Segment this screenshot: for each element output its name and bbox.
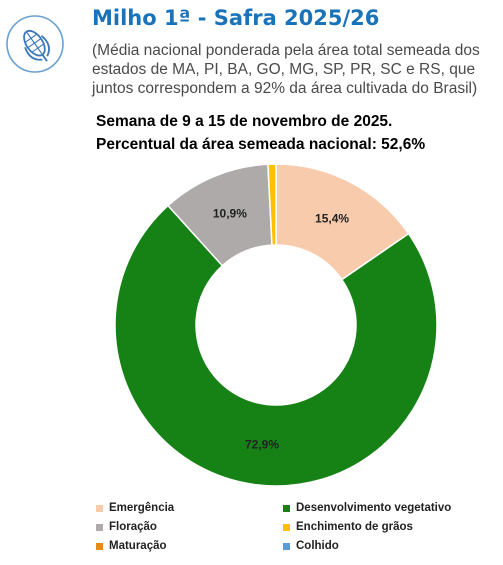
legend-swatch (96, 523, 103, 531)
legend-label: Desenvolvimento vegetativo (296, 502, 452, 514)
page-title: Milho 1ª - Safra 2025/26 (92, 6, 380, 30)
percent-sown-label: Percentual da área semeada nacional: 52,… (96, 136, 426, 153)
subtitle: (Média nacional ponderada pela área tota… (92, 42, 480, 97)
legend-swatch (283, 542, 290, 550)
legend-label: Colhido (296, 540, 339, 552)
data-label-emergencia: 15,4% (315, 211, 349, 225)
legend-label: Emergência (109, 502, 175, 514)
legend-swatch (283, 523, 290, 531)
legend-item-colhido: Colhido (283, 540, 339, 552)
legend-item-emergencia: Emergência (96, 502, 174, 514)
week-label: Semana de 9 a 15 de novembro de 2025. (96, 113, 393, 130)
slice-enchimento-de-graos (267, 163, 277, 246)
legend-item-desenvolvimento-vegetativo: Desenvolvimento vegetativo (283, 502, 451, 514)
corn-icon (4, 13, 66, 75)
legend-item-floracao: Floração (96, 521, 157, 533)
legend-item-maturacao: Maturação (96, 540, 167, 552)
legend-swatch (283, 504, 290, 512)
legend-label: Enchimento de grãos (296, 521, 413, 533)
legend-item-enchimento-de-graos: Enchimento de grãos (283, 521, 413, 533)
legend-label: Floração (109, 521, 157, 533)
data-label-desenvolvimento-vegetativo: 72,9% (245, 438, 279, 452)
legend-label: Maturação (109, 540, 167, 552)
slice-desenvolvimento-vegetativo (114, 204, 438, 487)
data-label-floracao: 10,9% (213, 207, 247, 221)
legend-swatch (96, 542, 103, 550)
legend-swatch (96, 504, 103, 512)
